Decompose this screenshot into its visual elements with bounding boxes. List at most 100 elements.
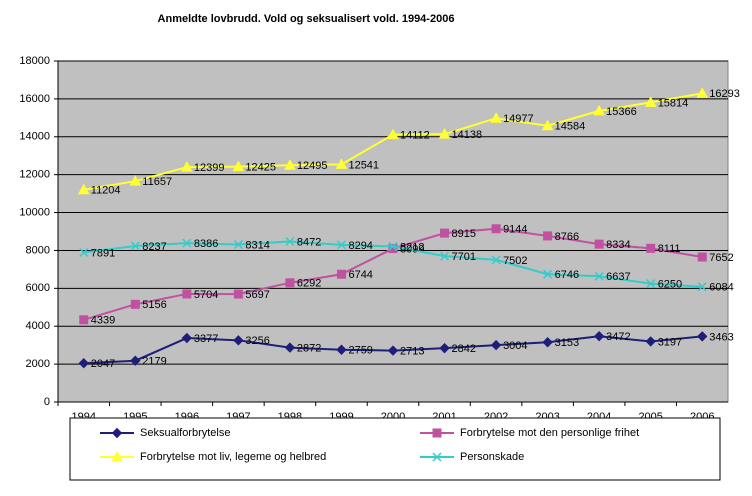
data-label: 7502 bbox=[503, 255, 527, 267]
marker bbox=[232, 160, 245, 172]
marker bbox=[387, 128, 399, 140]
data-label: 2872 bbox=[297, 342, 321, 354]
data-label: 6084 bbox=[709, 282, 733, 294]
marker bbox=[697, 331, 708, 342]
y-tick-label: 14000 bbox=[19, 131, 50, 143]
y-tick-label: 0 bbox=[44, 396, 50, 408]
marker-stroke bbox=[336, 240, 346, 250]
data-label: 3197 bbox=[658, 336, 682, 348]
marker bbox=[439, 342, 450, 354]
data-label: 6744 bbox=[348, 269, 372, 281]
data-label: 8334 bbox=[606, 239, 630, 251]
marker bbox=[78, 358, 89, 369]
y-tick-label: 18000 bbox=[19, 55, 50, 67]
marker bbox=[432, 452, 442, 462]
data-label: 11204 bbox=[91, 185, 121, 197]
data-label: 8472 bbox=[297, 236, 321, 248]
marker bbox=[594, 239, 604, 249]
data-label: 8766 bbox=[555, 231, 579, 243]
marker-stroke bbox=[182, 238, 192, 248]
legend bbox=[69, 417, 721, 481]
data-label: 7701 bbox=[452, 251, 476, 263]
marker-stroke bbox=[594, 271, 604, 281]
marker bbox=[130, 299, 140, 309]
marker bbox=[130, 355, 141, 366]
data-label: 5156 bbox=[142, 299, 166, 311]
data-label: 3463 bbox=[709, 331, 733, 343]
marker bbox=[336, 344, 347, 355]
marker bbox=[388, 244, 398, 254]
data-label: 7652 bbox=[709, 252, 733, 264]
marker bbox=[335, 158, 348, 169]
marker bbox=[543, 231, 553, 241]
data-label: 6292 bbox=[297, 278, 321, 290]
data-label: 14584 bbox=[555, 121, 586, 133]
marker bbox=[79, 247, 89, 258]
marker-stroke bbox=[130, 241, 140, 251]
legend-label: Personskade bbox=[460, 451, 524, 463]
data-label: 2047 bbox=[91, 358, 115, 370]
marker bbox=[181, 332, 193, 344]
data-label: 5697 bbox=[245, 289, 269, 301]
data-label: 14138 bbox=[452, 129, 483, 141]
data-label: 2179 bbox=[142, 356, 166, 368]
marker bbox=[233, 289, 243, 299]
marker bbox=[180, 161, 193, 172]
marker bbox=[111, 450, 123, 462]
data-label: 2759 bbox=[348, 345, 372, 357]
data-label: 8237 bbox=[142, 241, 166, 253]
marker-stroke bbox=[646, 279, 656, 289]
marker bbox=[284, 342, 296, 353]
marker bbox=[696, 87, 709, 98]
marker bbox=[697, 282, 707, 292]
marker-stroke bbox=[432, 452, 442, 462]
data-label: 4339 bbox=[91, 315, 115, 327]
y-tick-label: 6000 bbox=[26, 282, 50, 294]
marker bbox=[646, 243, 656, 253]
legend-label: Seksualforbrytelse bbox=[140, 427, 231, 439]
marker-stroke bbox=[543, 269, 553, 279]
data-label: 8212 bbox=[400, 241, 424, 253]
marker bbox=[697, 252, 707, 262]
marker bbox=[490, 339, 502, 351]
data-label: 7891 bbox=[91, 247, 115, 259]
data-label: 3472 bbox=[606, 331, 630, 343]
marker bbox=[285, 278, 295, 288]
y-tick-label: 10000 bbox=[19, 206, 50, 218]
marker bbox=[438, 128, 451, 139]
data-label: 14112 bbox=[400, 130, 430, 142]
data-label: 8111 bbox=[658, 243, 681, 255]
marker bbox=[233, 335, 244, 346]
marker bbox=[284, 159, 296, 170]
data-label: 8386 bbox=[194, 238, 218, 250]
marker-stroke bbox=[491, 255, 501, 265]
data-label: 8294 bbox=[348, 240, 372, 252]
data-label: 2842 bbox=[452, 343, 476, 355]
marker bbox=[646, 279, 656, 289]
data-label: 15814 bbox=[658, 97, 689, 109]
data-label: 6637 bbox=[606, 271, 630, 283]
marker bbox=[432, 428, 442, 438]
data-label: 2713 bbox=[400, 346, 424, 358]
data-label: 8915 bbox=[452, 228, 476, 240]
data-label: 6250 bbox=[658, 279, 682, 291]
marker bbox=[593, 104, 606, 116]
marker bbox=[594, 271, 604, 281]
marker bbox=[440, 251, 450, 261]
marker bbox=[285, 236, 295, 247]
marker-stroke bbox=[697, 282, 707, 292]
data-label: 3256 bbox=[245, 335, 269, 347]
data-label: 12495 bbox=[297, 160, 328, 172]
marker bbox=[541, 119, 554, 131]
marker bbox=[593, 331, 605, 342]
marker bbox=[182, 289, 192, 299]
marker bbox=[233, 239, 243, 250]
marker bbox=[645, 336, 656, 347]
marker bbox=[440, 228, 450, 238]
marker bbox=[644, 96, 657, 107]
data-label: 12399 bbox=[194, 162, 225, 174]
marker bbox=[336, 269, 346, 279]
data-label: 5704 bbox=[194, 289, 218, 301]
data-label: 8314 bbox=[245, 239, 269, 251]
